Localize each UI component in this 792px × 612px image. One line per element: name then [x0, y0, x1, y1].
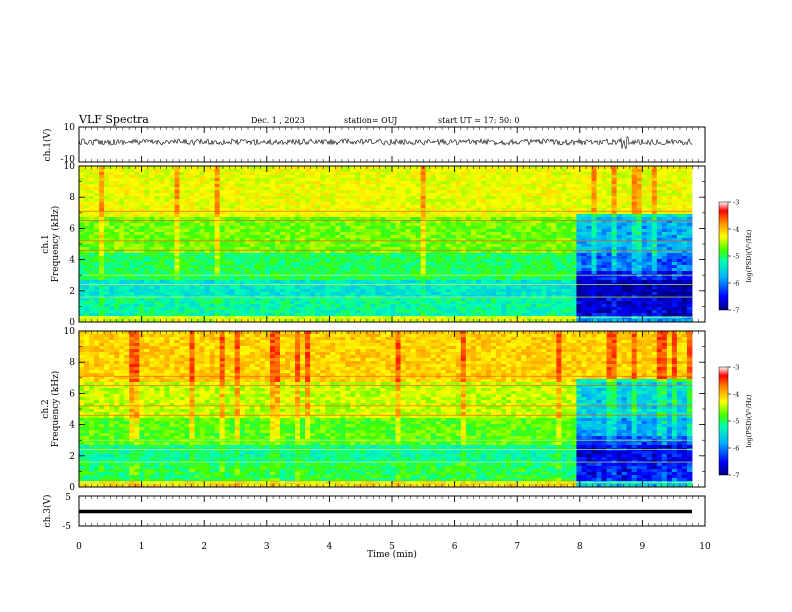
ch2-spec-ytick-6: 6	[69, 389, 75, 399]
x-tick-label-4: 4	[327, 542, 333, 552]
ch2-cbar-tick--4: -4	[733, 391, 739, 399]
ch1-spec-ytick-10: 10	[64, 162, 76, 172]
ch2-spectrogram-image	[79, 331, 693, 488]
x-tick-label-7: 7	[514, 542, 520, 552]
x-tick-label-0: 0	[76, 542, 82, 552]
ch1-spec-ytick-0: 0	[69, 318, 75, 328]
ch1-spec-ylabel-freq: Frequency (kHz)	[50, 206, 61, 283]
x-tick-label-9: 9	[640, 542, 646, 552]
x-tick-label-2: 2	[201, 542, 207, 552]
ch2-cbar-tick--3: -3	[733, 364, 739, 372]
ch2-colorbar-label: log(PSD)(V²/Hz)	[745, 394, 753, 447]
header-start-time: start UT = 17: 50: 0	[438, 116, 519, 125]
ch1-cbar-tick--5: -5	[733, 253, 739, 261]
ch2-cbar-tick--6: -6	[733, 445, 739, 453]
ch3-ylabel: ch.3(V)	[42, 495, 53, 528]
ch2-spec-ytick-4: 4	[69, 421, 75, 431]
ch2-cbar-tick--7: -7	[733, 472, 739, 480]
ch1-spec-ytick-8: 8	[69, 193, 75, 203]
ch1-cbar-tick--6: -6	[733, 280, 739, 288]
ch1-cbar-tick--4: -4	[733, 226, 739, 234]
ch2-spec-ylabel-freq: Frequency (kHz)	[50, 371, 61, 448]
ch1-spec-ytick-4: 4	[69, 256, 75, 266]
ch1-spec-ytick-2: 2	[69, 287, 75, 297]
ch1-ytick-top: 10	[64, 123, 76, 133]
ch1-colorbar-label: log(PSD)(V²/Hz)	[745, 229, 753, 282]
x-tick-label-10: 10	[699, 542, 711, 552]
ch2-spec-ytick-2: 2	[69, 452, 75, 462]
ch2-spec-ytick-0: 0	[69, 483, 75, 493]
ch3-ytick-top: 5	[65, 493, 71, 503]
chart-title: VLF Spectra	[78, 113, 149, 126]
x-tick-label-5: 5	[389, 542, 395, 552]
ch1-cbar-tick--3: -3	[733, 199, 739, 207]
x-tick-label-6: 6	[452, 542, 458, 552]
ch1-waveform-line	[78, 136, 693, 150]
x-tick-label-8: 8	[577, 542, 583, 552]
ch1-spec-ytick-6: 6	[69, 224, 75, 234]
x-axis-label: Time (min)	[367, 549, 417, 560]
ch1-spec-ylabel-channel: ch.1	[41, 234, 51, 253]
ch2-spec-ylabel-channel: ch.2	[41, 399, 51, 418]
ch2-spec-ytick-8: 8	[69, 358, 75, 368]
x-tick-label-1: 1	[139, 542, 145, 552]
header-station: station= OUJ	[344, 116, 397, 125]
ch2-colorbar	[718, 366, 729, 476]
x-tick-label-3: 3	[264, 542, 270, 552]
ch1-ytick-bottom: -10	[61, 155, 76, 165]
ch1-colorbar	[718, 201, 729, 311]
ch2-spec-ytick-10: 10	[64, 327, 76, 337]
ch1-ylabel: ch.1(V)	[42, 129, 53, 162]
header-date: Dec. 1 , 2023	[251, 116, 305, 125]
ch1-cbar-tick--7: -7	[733, 307, 739, 315]
ch3-ytick-bottom: -5	[62, 522, 71, 532]
ch1-spectrogram-image	[79, 166, 693, 323]
ch2-cbar-tick--5: -5	[733, 418, 739, 426]
